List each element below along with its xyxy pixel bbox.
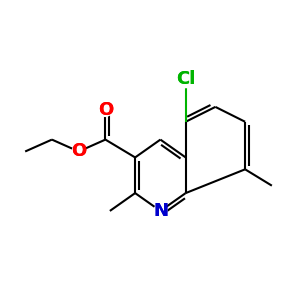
Text: O: O <box>98 101 113 119</box>
Circle shape <box>177 70 195 88</box>
Text: N: N <box>153 202 168 220</box>
Text: O: O <box>71 142 86 160</box>
Circle shape <box>72 145 85 158</box>
Text: N: N <box>153 202 168 220</box>
Text: O: O <box>71 142 86 160</box>
Text: Cl: Cl <box>176 70 195 88</box>
Text: O: O <box>98 101 113 119</box>
Text: Cl: Cl <box>176 70 195 88</box>
Circle shape <box>99 103 112 116</box>
Circle shape <box>154 204 167 218</box>
